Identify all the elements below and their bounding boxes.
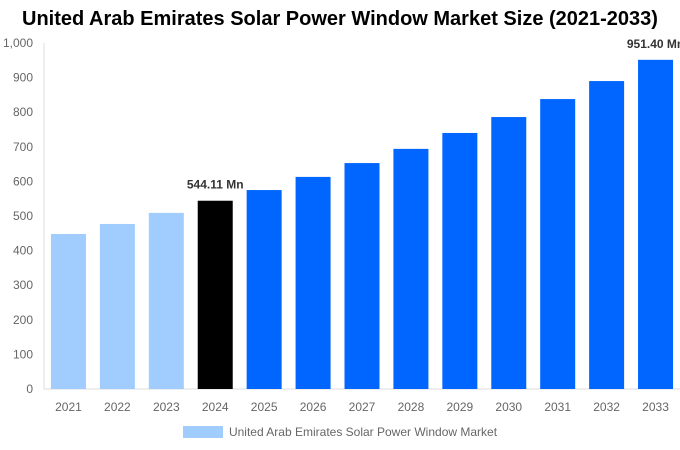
bar-2025 (246, 190, 282, 389)
y-tick-label: 800 (13, 105, 33, 119)
x-tick-label: 2023 (153, 400, 180, 414)
y-tick-label: 600 (13, 174, 33, 188)
legend-label: United Arab Emirates Solar Power Window … (228, 425, 498, 439)
x-tick-label: 2024 (202, 400, 229, 414)
y-tick-label: 100 (13, 347, 33, 361)
y-tick-label: 1,000 (3, 36, 33, 50)
x-tick-label: 2033 (642, 400, 669, 414)
bar-2030 (491, 117, 527, 389)
y-tick-label: 400 (13, 244, 33, 258)
x-tick-label: 2031 (544, 400, 571, 414)
bar-2024 (197, 200, 233, 389)
x-tick-label: 2030 (495, 400, 522, 414)
bar-2026 (295, 176, 331, 389)
bar-2032 (589, 81, 625, 389)
data-label: 951.40 Mn (627, 37, 680, 51)
y-tick-label: 0 (26, 382, 33, 396)
bar-2033 (638, 59, 674, 389)
bar-2021 (50, 233, 86, 389)
legend-swatch (182, 426, 223, 438)
y-tick-label: 900 (13, 71, 33, 85)
bar-2023 (148, 212, 184, 389)
bar-2029 (442, 132, 478, 389)
x-tick-label: 2028 (398, 400, 425, 414)
y-tick-label: 700 (13, 140, 33, 154)
bar-2022 (99, 223, 135, 389)
y-tick-label: 500 (13, 209, 33, 223)
x-tick-label: 2032 (593, 400, 620, 414)
x-tick-label: 2021 (55, 400, 82, 414)
data-label: 544.11 Mn (187, 178, 244, 192)
bar-2027 (344, 163, 380, 389)
bar-2031 (540, 99, 576, 389)
bar-2028 (393, 148, 429, 389)
chart-title: United Arab Emirates Solar Power Window … (22, 8, 658, 30)
x-tick-label: 2029 (446, 400, 473, 414)
x-tick-label: 2027 (349, 400, 376, 414)
x-tick-label: 2025 (251, 400, 278, 414)
y-tick-label: 200 (13, 313, 33, 327)
y-tick-label: 300 (13, 278, 33, 292)
x-tick-label: 2022 (104, 400, 131, 414)
x-tick-label: 2026 (300, 400, 327, 414)
legend: United Arab Emirates Solar Power Window … (0, 425, 680, 439)
